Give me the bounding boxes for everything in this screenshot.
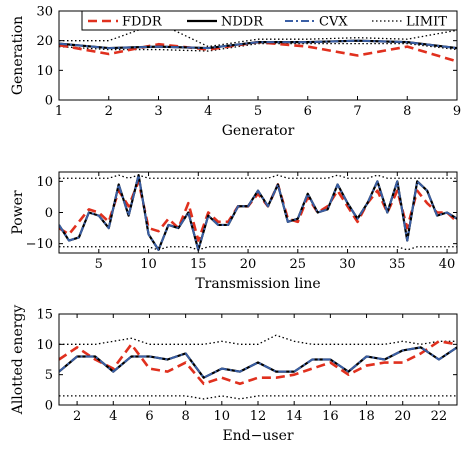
y-tick-label: 0 (45, 399, 53, 414)
x-tick-label: 22 (431, 409, 448, 424)
y-tick-label: 0 (45, 206, 53, 221)
x-tick-label: 8 (403, 104, 411, 119)
legend-label-limit: LIMIT (406, 15, 447, 30)
x-tick-label: 10 (214, 409, 231, 424)
x-tick-label: 5 (254, 104, 262, 119)
x-tick-label: 18 (358, 409, 375, 424)
x-tick-label: 15 (190, 257, 207, 272)
x-tick-label: 3 (154, 104, 162, 119)
x-axis-label: End−user (222, 428, 293, 444)
x-tick-label: 7 (353, 104, 361, 119)
series-line-cvx (59, 346, 457, 379)
y-tick-label: 30 (36, 5, 53, 20)
series-group (59, 334, 457, 400)
legend: FDDR NDDR CVX LIMIT (81, 10, 458, 31)
legend-label-nddr: NDDR (221, 15, 264, 30)
x-tick-label: 25 (290, 257, 307, 272)
legend-label-cvx: CVX (319, 15, 348, 30)
x-axis-label: Generator (222, 123, 295, 139)
x-tick-label: 2 (105, 104, 113, 119)
series-group (59, 22, 457, 63)
series-line-fddr (59, 40, 457, 63)
series-line-limit-bound-3 (59, 174, 457, 179)
series-line-limit (59, 22, 457, 48)
x-tick-label: 14 (286, 409, 303, 424)
legend-label-fddr: FDDR (122, 15, 163, 30)
chart-panel-1: 1 2 3 4 5 6 7 8 9 0 10 20 30 Generator Generation FDDR N… (10, 5, 461, 140)
legend-box (81, 10, 458, 31)
x-tick-label: 6 (304, 104, 312, 119)
x-tick-label: 30 (339, 257, 356, 272)
x-tick-label: 40 (439, 257, 456, 272)
x-tick-label: 35 (389, 257, 406, 272)
series-line-limit-bound-4 (59, 42, 457, 52)
series-line-limit-bound-4 (59, 246, 457, 251)
x-tick-label: 10 (140, 257, 157, 272)
x-tick-label: 9 (453, 104, 461, 119)
x-tick-label: 12 (250, 409, 267, 424)
x-tick-label: 20 (394, 409, 411, 424)
y-tick-label: −10 (26, 237, 53, 252)
x-tick-label: 20 (240, 257, 257, 272)
series-line-limit-bound-3 (59, 334, 457, 345)
x-tick-label: 1 (55, 104, 63, 119)
y-tick-label: 5 (45, 368, 53, 383)
x-tick-label: 4 (204, 104, 212, 119)
y-tick-label: 15 (36, 308, 53, 323)
series-line-cvx (59, 174, 457, 251)
x-tick-label: 8 (181, 409, 189, 424)
x-tick-label: 5 (95, 257, 103, 272)
chart-panel-2: 5 10 15 20 25 30 35 40 −10 0 10 Transmission line Po… (10, 171, 458, 292)
series-line-cvx (59, 39, 457, 50)
y-tick-label: 10 (36, 64, 53, 79)
y-tick-label: 20 (36, 34, 53, 49)
y-axis-label: Allotted energy (10, 305, 26, 416)
y-axis-label: Generation (10, 16, 26, 95)
y-tick-label: 10 (36, 175, 53, 190)
x-tick-label: 2 (73, 409, 81, 424)
y-tick-label: 10 (36, 338, 53, 353)
y-axis-label: Power (10, 190, 26, 235)
series-group (59, 174, 457, 251)
x-axis-label: Transmission line (195, 276, 320, 292)
chart-panel-3: 2 4 6 8 10 12 14 16 18 20 22 0 5 10 15 End−user Allotted… (10, 305, 458, 444)
x-tick-label: 6 (145, 409, 153, 424)
series-line-limit-bound-4 (59, 395, 457, 400)
x-tick-label: 4 (109, 409, 117, 424)
x-tick-label: 16 (322, 409, 339, 424)
y-tick-label: 0 (45, 94, 53, 109)
